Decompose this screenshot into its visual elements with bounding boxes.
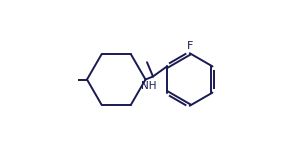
Text: F: F bbox=[187, 41, 193, 51]
Text: NH: NH bbox=[141, 81, 157, 91]
